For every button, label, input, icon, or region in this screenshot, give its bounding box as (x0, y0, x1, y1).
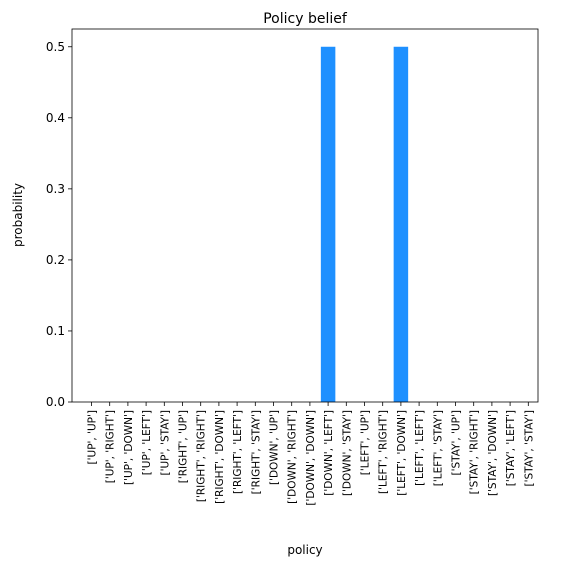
bar-13 (320, 46, 336, 403)
y-tick-label-1: 0.1 (46, 324, 65, 338)
x-tick-label-8: ['RIGHT', 'LEFT'] (232, 410, 244, 494)
x-tick-label-0: ['UP', 'UP'] (87, 410, 99, 464)
y-axis-label: probability (11, 183, 25, 247)
x-tick-label-14: ['DOWN', 'STAY'] (341, 410, 353, 496)
bars-group (320, 46, 409, 403)
x-tick-label-5: ['RIGHT', 'UP'] (178, 410, 190, 483)
y-tick-label-3: 0.3 (46, 182, 65, 196)
x-tick-label-17: ['LEFT', 'DOWN'] (396, 410, 408, 496)
chart-title: Policy belief (263, 11, 348, 27)
x-tick-label-22: ['STAY', 'DOWN'] (487, 410, 499, 496)
y-axis-ticks: 0.0 0.1 0.2 0.3 0.4 0.5 (46, 40, 72, 409)
y-tick-label-0: 0.0 (46, 395, 65, 409)
x-tick-label-2: ['UP', 'DOWN'] (123, 410, 135, 485)
x-tick-label-23: ['STAY', 'LEFT'] (505, 410, 517, 486)
y-tick-label-2: 0.2 (46, 253, 65, 267)
x-axis-label: policy (287, 543, 322, 557)
x-tick-label-1: ['UP', 'RIGHT'] (105, 410, 117, 483)
x-tick-label-20: ['STAY', 'UP'] (451, 410, 463, 475)
y-tick-label-4: 0.4 (46, 111, 65, 125)
x-tick-label-10: ['DOWN', 'UP'] (269, 410, 281, 485)
x-tick-label-18: ['LEFT', 'LEFT'] (414, 410, 426, 486)
x-tick-label-13: ['DOWN', 'LEFT'] (323, 410, 335, 496)
plot-frame (71, 28, 539, 403)
x-tick-label-6: ['RIGHT', 'RIGHT'] (196, 410, 208, 502)
y-tick-label-5: 0.5 (46, 40, 65, 54)
x-tick-label-11: ['DOWN', 'RIGHT'] (287, 410, 299, 504)
x-tick-label-15: ['LEFT', 'UP'] (360, 410, 372, 475)
x-axis-ticks: ['UP', 'UP'] ['UP', 'RIGHT'] ['UP', 'DOWN'… (87, 402, 535, 506)
x-tick-label-7: ['RIGHT', 'DOWN'] (214, 410, 226, 504)
x-tick-label-16: ['LEFT', 'RIGHT'] (378, 410, 390, 494)
x-tick-label-24: ['STAY', 'STAY'] (523, 410, 535, 487)
x-tick-label-9: ['RIGHT', 'STAY'] (250, 410, 262, 494)
x-tick-label-3: ['UP', 'LEFT'] (141, 410, 153, 475)
bar-17 (393, 46, 409, 403)
x-tick-label-4: ['UP', 'STAY'] (159, 410, 171, 475)
x-tick-label-19: ['LEFT', 'STAY'] (432, 410, 444, 486)
x-tick-label-12: ['DOWN', 'DOWN'] (305, 410, 317, 506)
x-tick-label-21: ['STAY', 'RIGHT'] (469, 410, 481, 494)
